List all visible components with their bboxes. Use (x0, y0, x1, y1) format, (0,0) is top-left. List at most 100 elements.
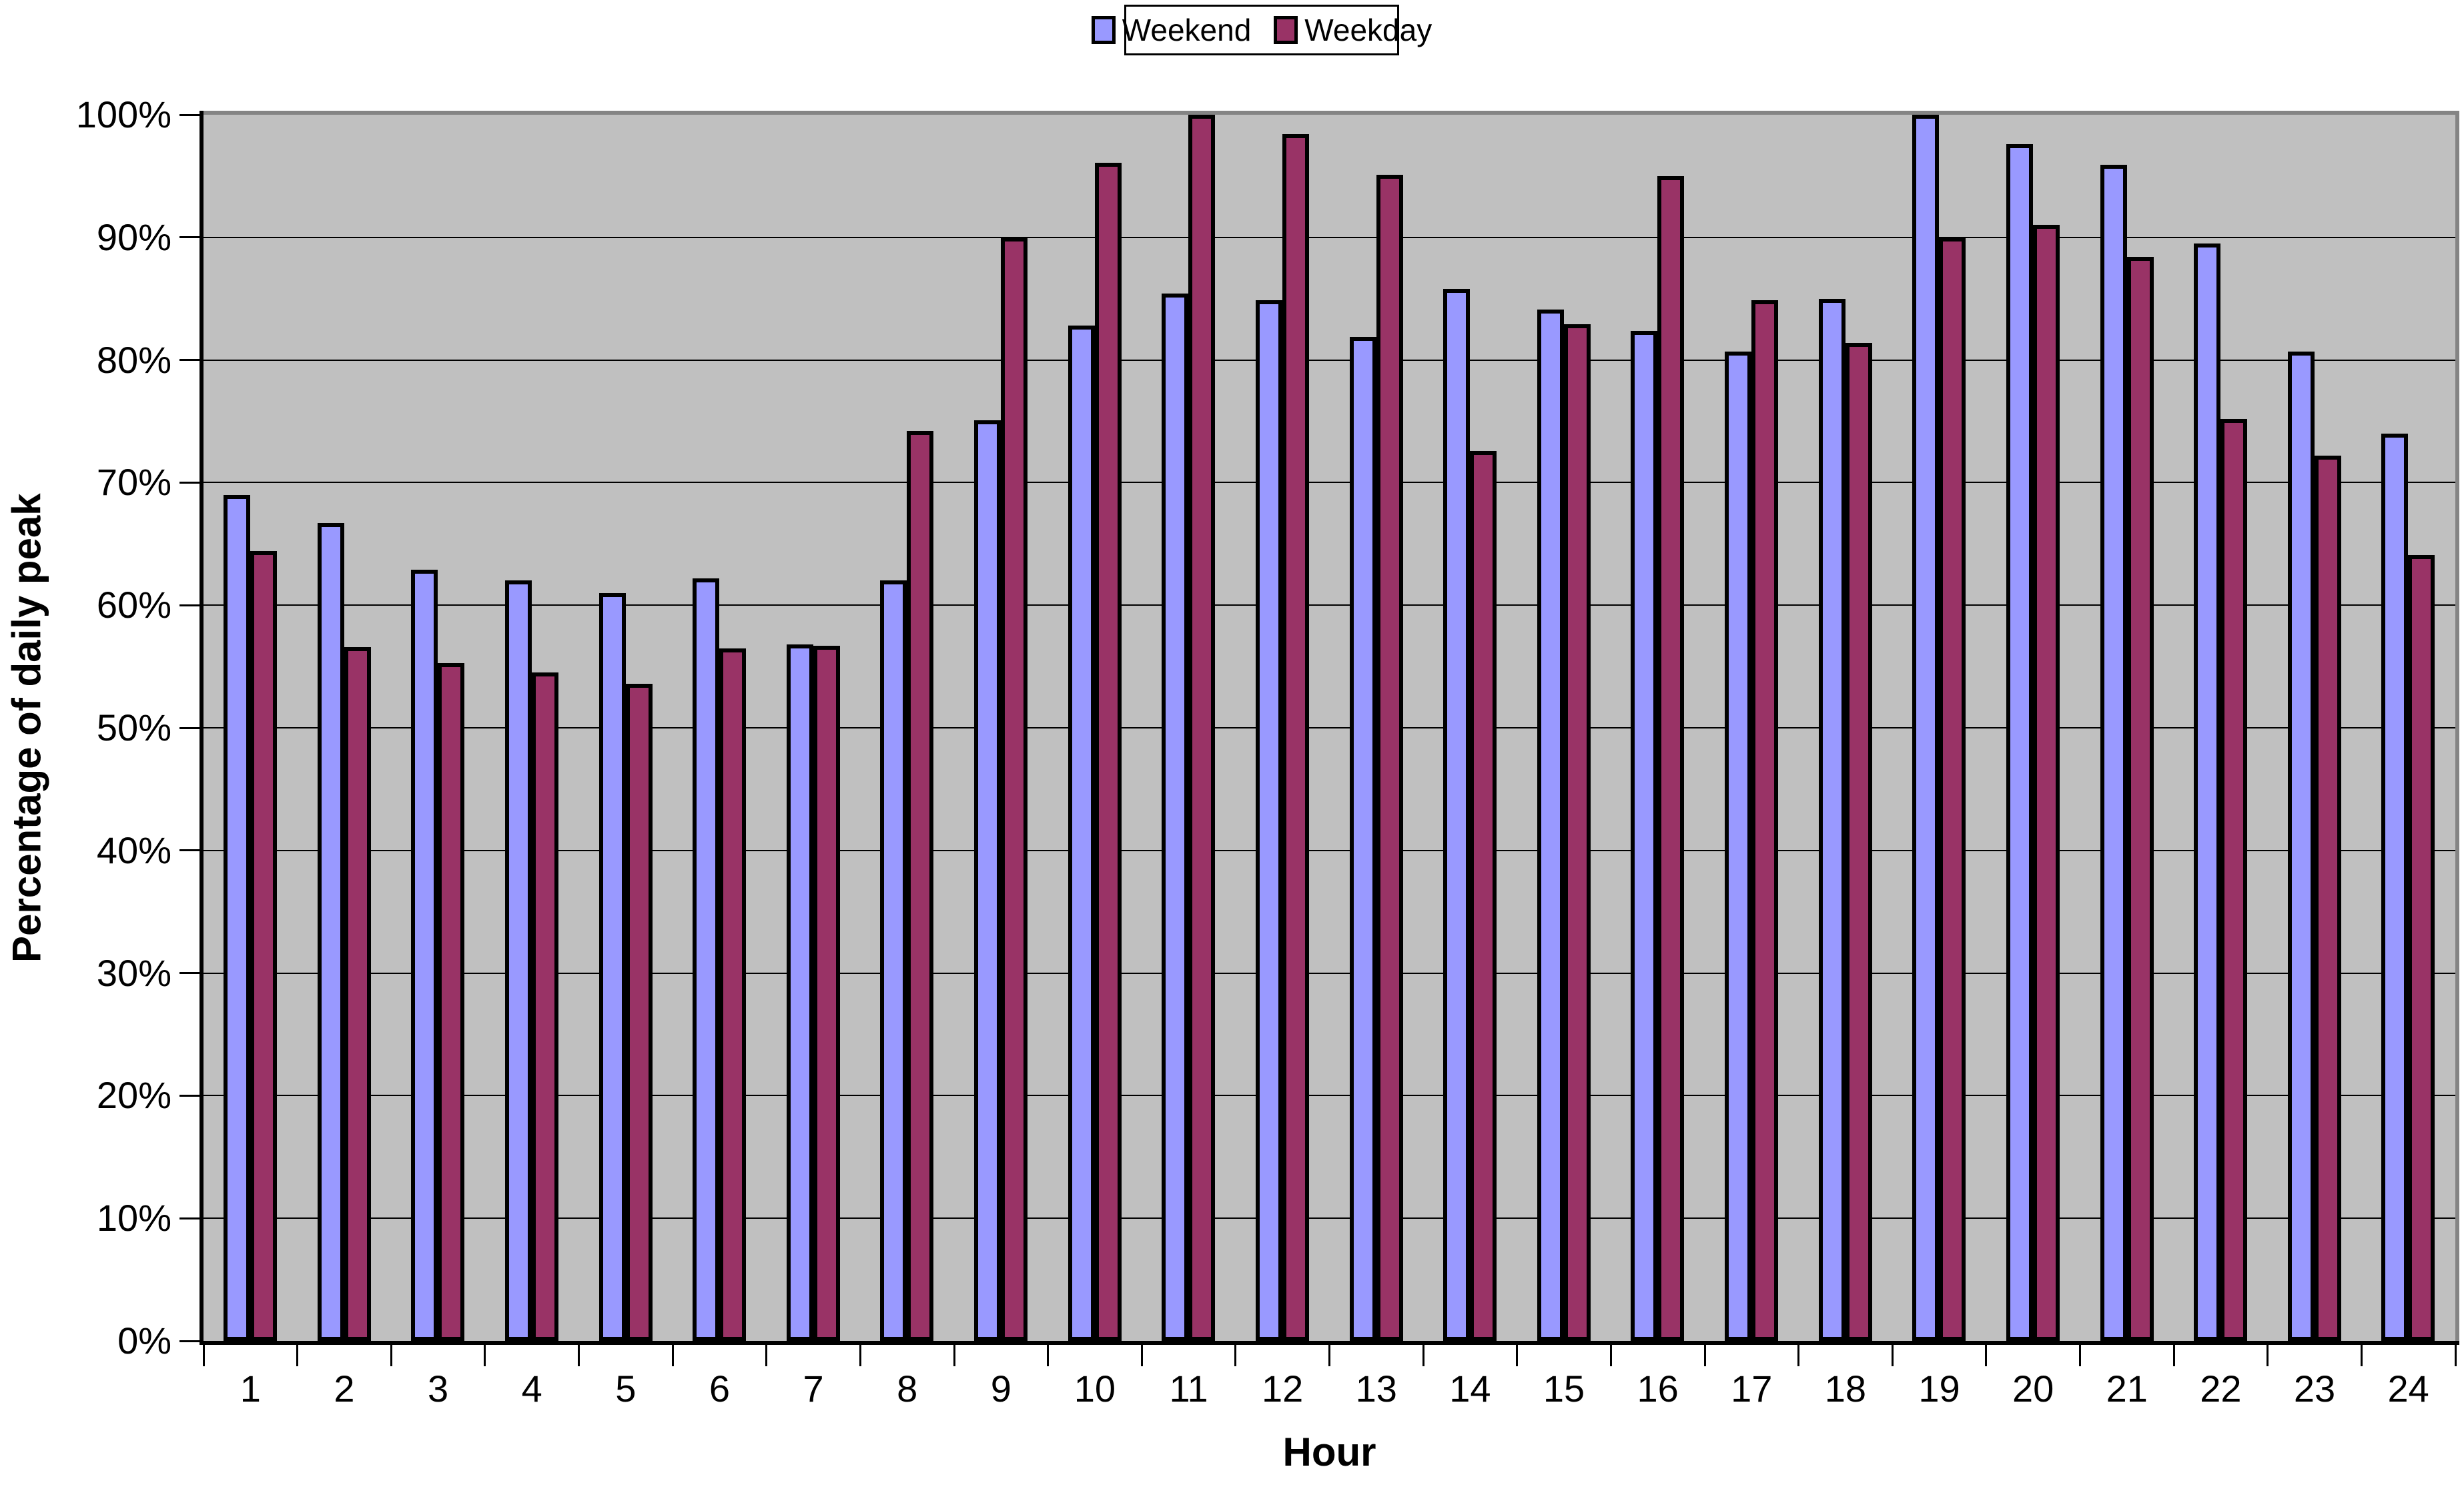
y-tick-mark (179, 726, 199, 729)
weekday-bar-hour-2 (344, 646, 371, 1341)
x-tick-label-9: 9 (990, 1368, 1011, 1410)
weekday-bar-hour-1 (250, 551, 277, 1341)
x-tick-label-23: 23 (2293, 1368, 2336, 1410)
weekend-bar-hour-18 (1818, 298, 1845, 1341)
weekday-bar-hour-15 (1563, 324, 1591, 1341)
x-tick-mark (1891, 1345, 1894, 1366)
weekday-bar-hour-21 (2126, 257, 2154, 1341)
y-tick-label-80%: 80% (96, 338, 171, 381)
x-tick-label-13: 13 (1355, 1368, 1397, 1410)
gridline-80 (203, 359, 2455, 361)
legend-item-weekday: Weekday (1274, 15, 1432, 45)
weekday-bar-hour-20 (2032, 225, 2060, 1341)
category-hour-13 (1330, 115, 1424, 1341)
y-tick-label-30%: 30% (96, 951, 171, 994)
x-tick-label-18: 18 (1824, 1368, 1867, 1410)
weekday-bar-hour-8 (907, 431, 934, 1341)
x-tick-mark (953, 1345, 955, 1366)
x-tick-label-2: 2 (334, 1368, 355, 1410)
weekend-bar-hour-1 (224, 494, 250, 1341)
x-tick-label-24: 24 (2387, 1368, 2429, 1410)
category-hour-9 (954, 115, 1048, 1341)
category-hour-15 (1517, 115, 1611, 1341)
x-tick-mark (2172, 1345, 2175, 1366)
gridline-50 (203, 727, 2455, 728)
weekday-bar-hour-13 (1376, 175, 1403, 1341)
weekday-bar-hour-16 (1657, 175, 1685, 1341)
x-tick-label-21: 21 (2106, 1368, 2148, 1410)
category-hour-16 (1611, 115, 1705, 1341)
gridline-10 (203, 1217, 2455, 1219)
x-tick-label-12: 12 (1262, 1368, 1304, 1410)
y-tick-label-20%: 20% (96, 1074, 171, 1117)
legend-item-weekend: Weekend (1091, 13, 1252, 47)
x-tick-mark (484, 1345, 486, 1366)
category-hour-17 (1705, 115, 1799, 1341)
y-tick-mark (179, 1217, 199, 1219)
gridline-40 (203, 849, 2455, 851)
legend-label-weekday: Weekday (1304, 13, 1432, 47)
x-tick-mark (1797, 1345, 1800, 1366)
y-tick-mark (179, 972, 199, 975)
x-tick-mark (1328, 1345, 1330, 1366)
y-tick-label-90%: 90% (96, 215, 171, 258)
weekend-bar-hour-24 (2381, 433, 2409, 1341)
x-tick-label-11: 11 (1169, 1368, 1208, 1410)
category-hour-21 (2080, 115, 2174, 1341)
y-axis-line (199, 111, 203, 1345)
weekday-bar-hour-9 (1001, 237, 1028, 1341)
x-tick-mark (578, 1345, 580, 1366)
x-tick-mark (2454, 1345, 2457, 1366)
weekday-bar-hour-14 (1470, 450, 1497, 1341)
y-tick-label-40%: 40% (96, 829, 171, 871)
x-tick-label-20: 20 (2012, 1368, 2054, 1410)
y-tick-label-60%: 60% (96, 584, 171, 626)
weekday-bar-hour-23 (2314, 455, 2341, 1341)
y-tick-mark (179, 849, 199, 852)
weekday-bar-hour-3 (438, 662, 465, 1341)
category-hour-10 (1048, 115, 1142, 1341)
x-tick-label-22: 22 (2200, 1368, 2242, 1410)
plot-area (203, 115, 2455, 1341)
x-tick-mark (296, 1345, 299, 1366)
y-tick-label-100%: 100% (75, 93, 171, 135)
x-tick-mark (1140, 1345, 1143, 1366)
x-tick-mark (1234, 1345, 1237, 1366)
x-tick-mark (1703, 1345, 1706, 1366)
x-tick-mark (1422, 1345, 1424, 1366)
category-hour-1 (203, 115, 298, 1341)
x-tick-label-10: 10 (1074, 1368, 1116, 1410)
x-tick-label-14: 14 (1449, 1368, 1491, 1410)
x-tick-label-6: 6 (709, 1368, 731, 1410)
y-tick-label-70%: 70% (96, 461, 171, 504)
category-hour-18 (1799, 115, 1893, 1341)
x-tick-mark (2267, 1345, 2269, 1366)
y-tick-mark (179, 359, 199, 362)
x-tick-label-8: 8 (897, 1368, 918, 1410)
weekend-bar-hour-22 (2194, 243, 2221, 1341)
weekday-bar-hour-19 (1939, 237, 1966, 1341)
x-tick-mark (1047, 1345, 1050, 1366)
y-tick-mark (179, 1094, 199, 1097)
x-tick-mark (2079, 1345, 2081, 1366)
weekend-bar-hour-11 (1162, 294, 1189, 1341)
x-tick-label-16: 16 (1637, 1368, 1679, 1410)
x-tick-label-4: 4 (521, 1368, 542, 1410)
weekend-bar-hour-15 (1537, 310, 1564, 1341)
x-tick-label-1: 1 (240, 1368, 261, 1410)
category-hour-5 (579, 115, 673, 1341)
legend-label-weekend: Weekend (1122, 13, 1252, 47)
category-hour-22 (2174, 115, 2268, 1341)
weekend-bar-hour-10 (1068, 326, 1095, 1341)
weekend-bar-hour-12 (1255, 300, 1282, 1341)
weekday-bar-hour-17 (1751, 300, 1778, 1341)
x-tick-label-5: 5 (615, 1368, 637, 1410)
category-hour-23 (2268, 115, 2362, 1341)
weekday-bar-hour-5 (625, 683, 653, 1341)
x-axis-line (199, 1341, 2459, 1345)
x-axis-title: Hour (1282, 1430, 1376, 1474)
weekend-bar-hour-3 (411, 569, 438, 1341)
weekend-bar-hour-17 (1725, 351, 1751, 1341)
weekend-bar-hour-5 (598, 592, 626, 1341)
